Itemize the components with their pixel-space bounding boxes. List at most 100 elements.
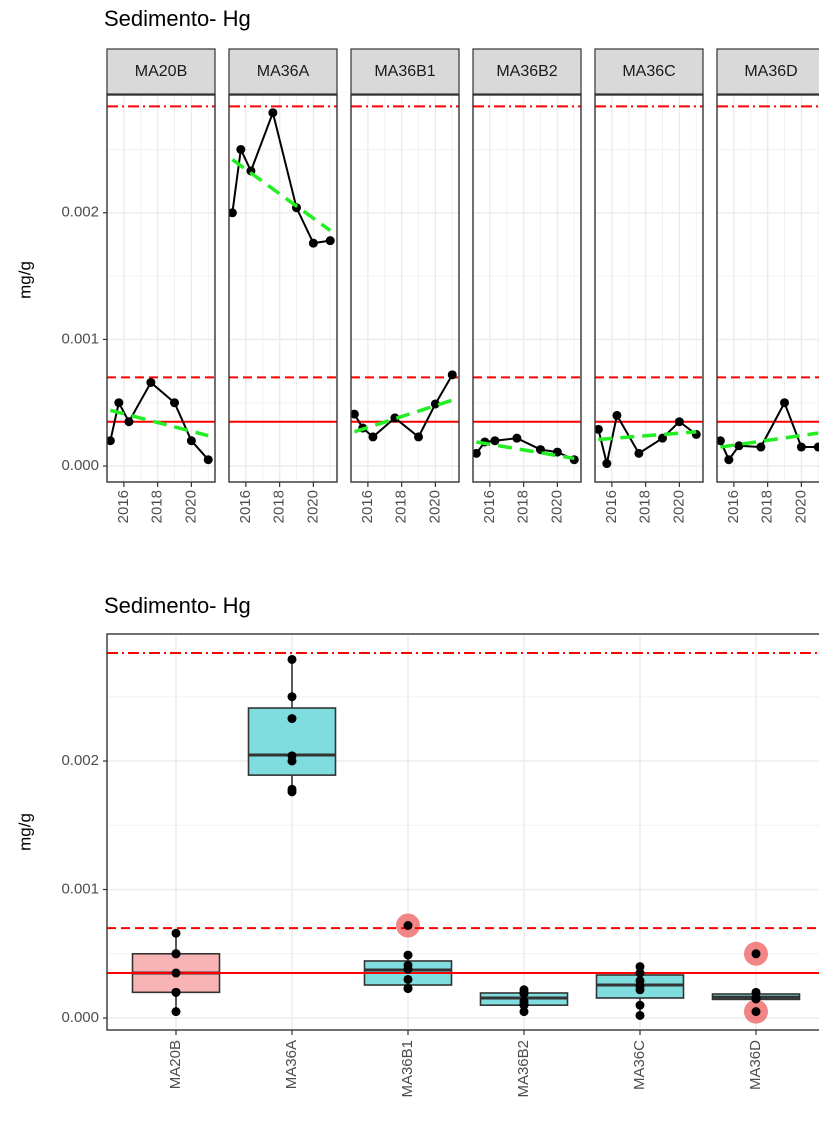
data-point [519, 1007, 529, 1017]
strip [716, 48, 819, 95]
data-point [351, 409, 359, 419]
x-tick-label: 2016 [725, 490, 742, 523]
x-tick-label: MA36A [283, 1040, 300, 1089]
chart-title: Sedimento- Hg [104, 6, 251, 31]
x-tick-label: 2020 [548, 490, 565, 523]
data-point [674, 417, 684, 427]
panel-border [350, 94, 460, 483]
data-point [602, 459, 612, 469]
data-point [751, 994, 761, 1004]
panel-bg [473, 95, 581, 482]
strip-label: MA36B2 [496, 63, 557, 80]
trend-line [109, 408, 209, 438]
data-point [490, 436, 500, 446]
x-tick-label: 2016 [359, 490, 376, 523]
data-point [751, 949, 761, 959]
data-point [519, 985, 529, 995]
data-point [268, 108, 278, 118]
panel-layer [229, 95, 337, 482]
trend-line [720, 431, 819, 449]
panel-border [472, 94, 582, 483]
data-point [403, 950, 413, 960]
data-point [634, 448, 644, 458]
x-tick-label: MA36D [747, 1040, 764, 1090]
data-point [229, 208, 237, 218]
x-tick-label: MA36B1 [399, 1040, 416, 1098]
data-point [203, 455, 213, 465]
x-tick-label: 2018 [149, 490, 166, 523]
y-axis-label: mg/g [15, 261, 34, 299]
data-point [512, 433, 522, 443]
data-point [124, 417, 134, 427]
data-point [236, 144, 246, 154]
panel-border [106, 94, 216, 483]
panel-bg [229, 95, 337, 482]
panel-border [716, 94, 819, 483]
data-point [171, 987, 181, 997]
strip [228, 48, 338, 95]
panel-border [106, 633, 819, 1031]
x-tick-label: 2020 [426, 490, 443, 523]
data-point [308, 238, 318, 248]
panel-border [228, 94, 338, 483]
data-point [612, 410, 622, 420]
data-point [595, 424, 603, 434]
data-point [635, 1000, 645, 1010]
y-tick-label: 0.001 [61, 330, 99, 347]
data-point [635, 1010, 645, 1020]
x-tick-label: 2018 [271, 490, 288, 523]
x-tick-label: 2016 [603, 490, 620, 523]
data-point [171, 949, 181, 959]
strip-label: MA36A [257, 63, 310, 80]
data-point [114, 398, 124, 408]
data-point [287, 784, 297, 794]
panel-layer [107, 634, 819, 1030]
data-point [403, 983, 413, 993]
data-point [473, 448, 481, 458]
data-point [414, 432, 423, 442]
data-point [390, 413, 400, 423]
data-point [325, 236, 335, 246]
x-tick-label: 2020 [304, 490, 321, 523]
data-point [287, 692, 297, 702]
panel-layer [351, 95, 459, 482]
data-point [287, 654, 297, 664]
data-point [717, 436, 725, 446]
data-point [171, 928, 181, 938]
data-point [403, 921, 413, 931]
trend-line [353, 398, 453, 434]
x-tick-label: 2018 [393, 490, 410, 523]
strip-label: MA36C [622, 63, 675, 80]
data-point [635, 962, 645, 972]
x-tick-label: 2020 [792, 490, 809, 523]
data-point [186, 436, 196, 446]
strip-label: MA20B [135, 63, 187, 80]
trend-line [598, 430, 697, 442]
x-tick-label: MA36C [631, 1040, 648, 1090]
panel-layer [595, 95, 703, 482]
data-point [724, 455, 734, 465]
y-tick-label: 0.002 [61, 204, 99, 221]
data-point [756, 442, 766, 452]
y-axis-label: mg/g [15, 813, 34, 851]
data-point [796, 442, 806, 452]
panel-layer [473, 95, 581, 482]
x-tick-label: 2018 [759, 490, 776, 523]
x-tick-label: MA36B2 [515, 1040, 532, 1098]
y-tick-label: 0.002 [61, 752, 99, 769]
x-tick-label: 2016 [481, 490, 498, 523]
data-point [171, 1007, 181, 1017]
strip-label: MA36B1 [374, 63, 435, 80]
data-point [635, 968, 645, 978]
chart-title: Sedimento- Hg [104, 593, 251, 618]
data-point [780, 398, 789, 408]
x-tick-label: MA20B [167, 1040, 184, 1089]
data-point [734, 441, 744, 451]
data-point [430, 399, 440, 409]
y-tick-label: 0.000 [61, 1009, 99, 1026]
data-point [170, 398, 179, 408]
data-point [751, 1007, 761, 1017]
data-point [107, 436, 115, 446]
strip [594, 48, 704, 95]
data-point [287, 751, 297, 761]
